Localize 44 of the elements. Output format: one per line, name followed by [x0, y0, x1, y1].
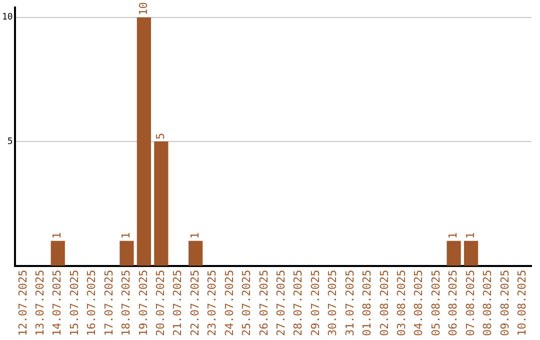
- x-tick-label: 28.07.2025: [292, 270, 305, 336]
- x-tick-label: 21.07.2025: [171, 270, 184, 336]
- data-label: 10: [136, 2, 150, 16]
- data-label: 1: [464, 232, 477, 239]
- x-tick-label: 18.07.2025: [120, 270, 133, 336]
- x-tick-label: 06.08.2025: [446, 270, 460, 336]
- data-label: 1: [188, 232, 202, 239]
- x-tick-label: 10.08.2025: [516, 270, 529, 336]
- bar: [464, 240, 478, 266]
- data-label: 1: [446, 232, 460, 239]
- x-tick-label: 05.08.2025: [429, 270, 442, 336]
- x-tick-label: 20.07.2025: [154, 270, 168, 336]
- x-tick-label: 31.07.2025: [343, 270, 356, 336]
- x-tick-label: 15.07.2025: [68, 270, 81, 336]
- x-tick-label: 24.07.2025: [222, 270, 236, 336]
- x-tick-label: 14.07.2025: [50, 270, 64, 336]
- x-tick-label: 25.07.2025: [240, 270, 254, 336]
- x-tick-label: 13.07.2025: [34, 270, 47, 336]
- data-label: 1: [120, 232, 133, 239]
- x-tick-label: 09.08.2025: [498, 270, 512, 336]
- x-tick-label: 29.07.2025: [308, 270, 322, 336]
- bar: [50, 240, 65, 266]
- x-tick-label: 22.07.2025: [188, 270, 202, 336]
- bar: [120, 240, 134, 266]
- x-tick-label: 04.08.2025: [412, 270, 426, 336]
- bar: [446, 240, 461, 266]
- data-label: 5: [154, 132, 168, 140]
- bar: [136, 17, 152, 266]
- x-tick-label: 03.08.2025: [395, 270, 408, 336]
- x-tick-label: 01.08.2025: [360, 270, 374, 336]
- x-tick-label: 08.08.2025: [481, 270, 494, 336]
- x-tick-label: 17.07.2025: [102, 270, 116, 336]
- x-tick-label: 02.08.2025: [378, 270, 391, 336]
- x-tick-label: 19.07.2025: [136, 270, 150, 336]
- data-label: 1: [50, 232, 64, 239]
- bar: [154, 142, 168, 266]
- x-tick-label: 27.07.2025: [274, 270, 288, 336]
- x-tick-label: 30.07.2025: [326, 270, 340, 336]
- bar: [188, 240, 203, 266]
- x-tick-label: 12.07.2025: [16, 270, 30, 336]
- x-tick-label: 07.08.2025: [464, 270, 477, 336]
- x-tick-label: 16.07.2025: [85, 270, 98, 336]
- x-tick-label: 23.07.2025: [206, 270, 219, 336]
- x-tick-label: 26.07.2025: [257, 270, 270, 336]
